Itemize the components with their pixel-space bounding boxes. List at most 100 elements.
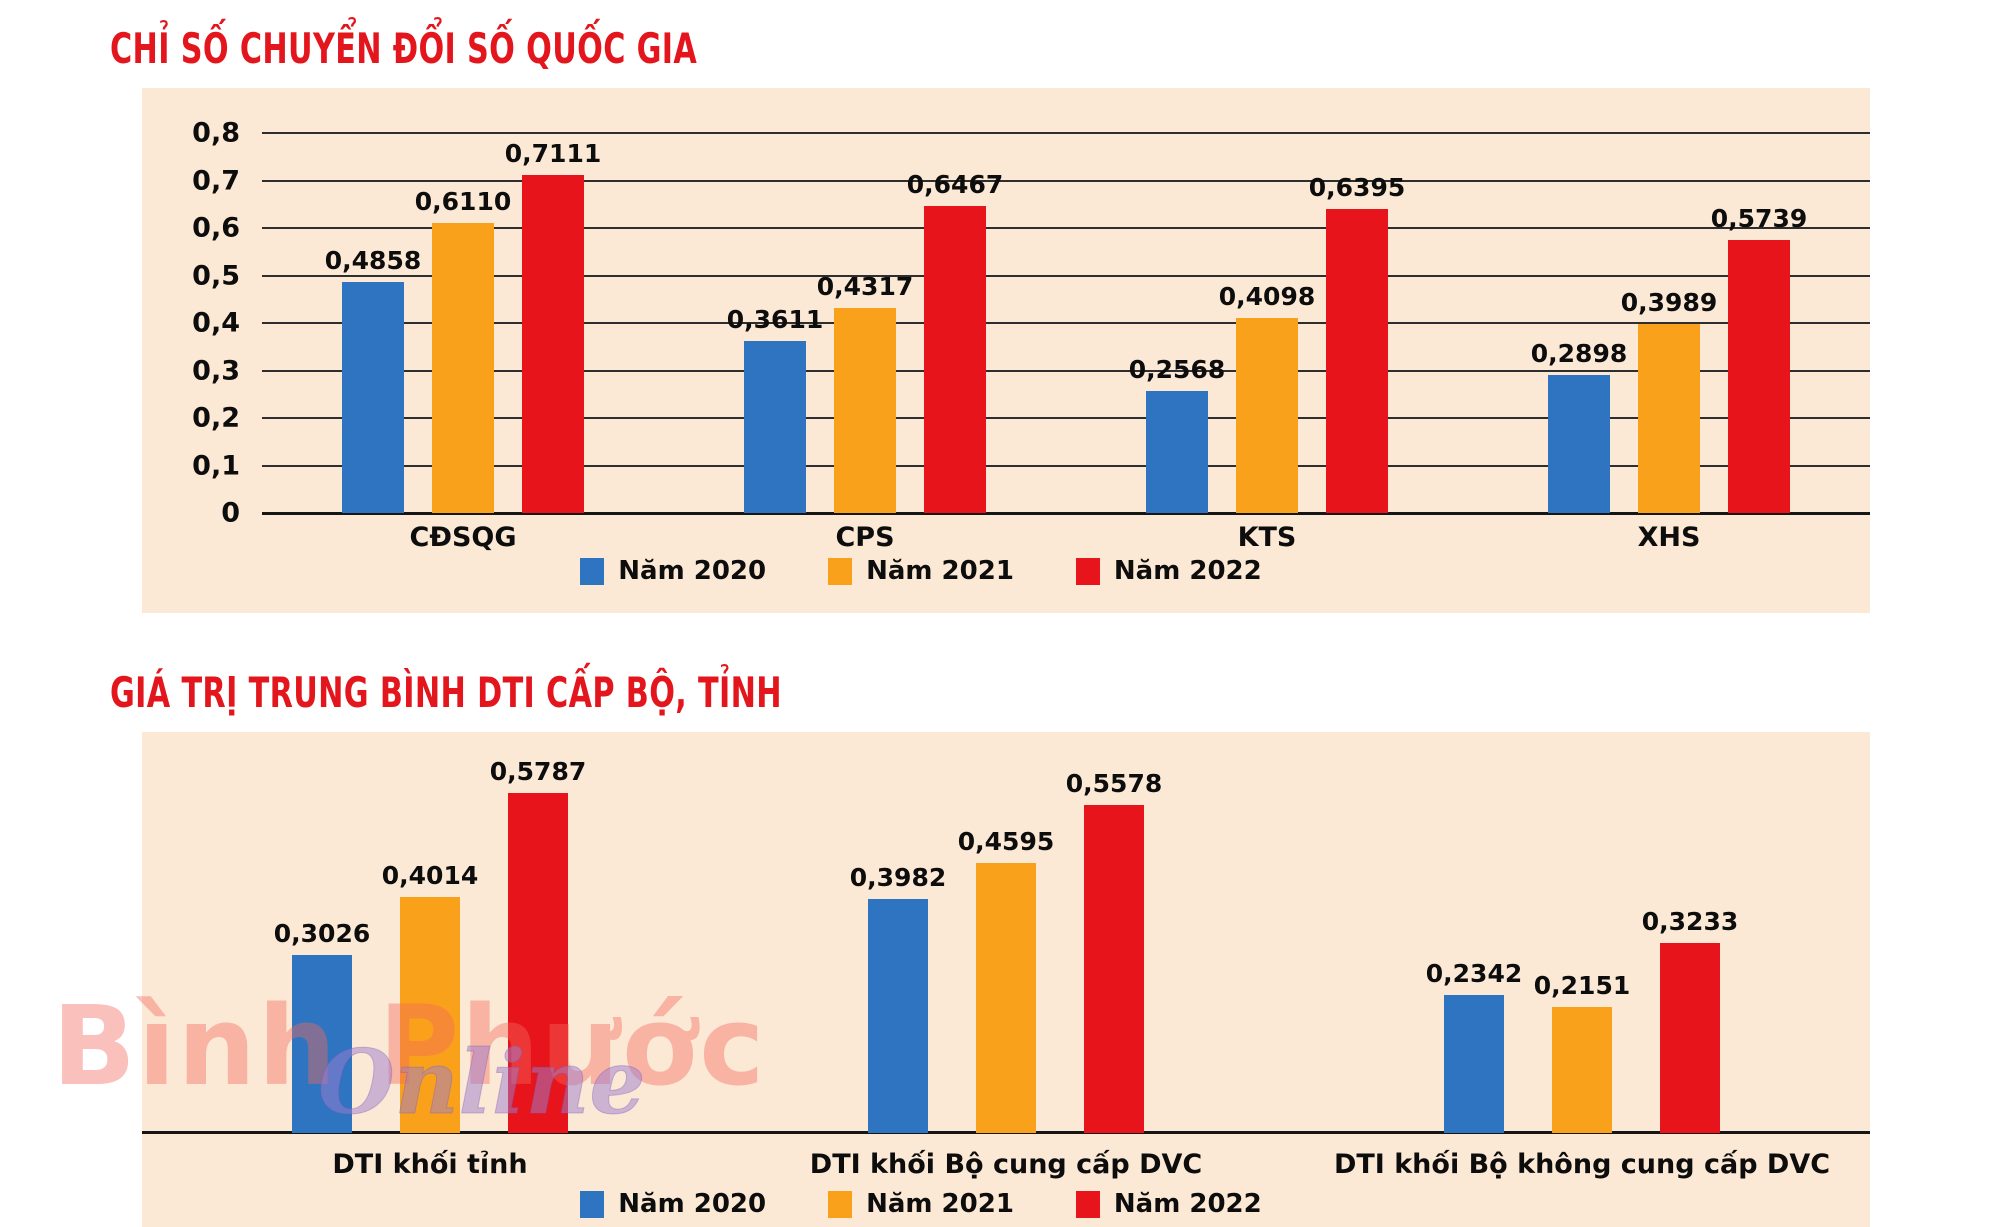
- bar-value-label: 0,4858: [324, 246, 422, 276]
- bar-CĐSQG-năm-2021: 0,6110: [415, 187, 511, 513]
- bar-value-label: 0,4317: [816, 271, 914, 301]
- x-axis-category-label: DTI khối Bộ không cung cấp DVC: [1333, 1149, 1831, 1180]
- gridline-0,2: [262, 417, 1870, 419]
- bar-value-label: 0,6110: [414, 186, 512, 216]
- bar-value-label: 0,3611: [726, 305, 824, 335]
- bar-value-label: 0,2151: [1533, 970, 1631, 1000]
- bar-group-CPS: 0,3611 0,4317 0,6467: [664, 133, 1066, 513]
- legend-item-năm-2020: Năm 2020: [580, 1189, 766, 1219]
- bar-value-label: 0,3982: [849, 862, 947, 892]
- legend-item-năm-2022: Năm 2022: [1075, 1189, 1262, 1219]
- gridline-0,4: [262, 322, 1870, 324]
- x-axis-category-label: CPS: [835, 522, 895, 553]
- gridline-0: [262, 512, 1870, 515]
- y-axis-tick-label: 0,3: [192, 355, 240, 386]
- legend-swatch-icon: [1075, 1190, 1100, 1218]
- legend-swatch-icon: [828, 1190, 853, 1218]
- bar-DTI khối Bộ không cung cấp DVC-năm-2020: 0,2342: [1426, 959, 1522, 1133]
- bar-CĐSQG-năm-2020: 0,4858: [325, 246, 421, 513]
- bar-group-DTI khối Bộ không cung cấp DVC: 0,2342 0,2151 0,3233: [1294, 732, 1870, 1133]
- bar-group-DTI khối Bộ cung cấp DVC: 0,3982 0,4595 0,5578: [718, 732, 1294, 1133]
- chart1-title: CHỈ SỐ CHUYỂN ĐỔI SỐ QUỐC GIA: [110, 24, 698, 73]
- legend-label: Năm 2021: [866, 1189, 1014, 1219]
- legend-item-năm-2021: Năm 2021: [828, 1189, 1014, 1219]
- legend-swatch-icon: [580, 1190, 605, 1218]
- bar-KTS-năm-2022: 0,6395: [1309, 173, 1405, 513]
- bar-DTI khối tỉnh-năm-2021: 0,4014: [382, 861, 478, 1133]
- bar-CĐSQG-năm-2022: 0,7111: [505, 139, 601, 513]
- bar-CPS-năm-2021: 0,4317: [817, 272, 913, 513]
- bar-value-label: 0,2898: [1530, 339, 1628, 369]
- bar-group-XHS: 0,2898 0,3989 0,5739: [1468, 133, 1870, 513]
- bar-value-label: 0,4014: [381, 861, 479, 890]
- gridline-0,3: [262, 369, 1870, 372]
- bar-value-label: 0,7111: [504, 139, 602, 169]
- y-axis-tick-label: 0,1: [192, 450, 240, 481]
- x-axis-category-label: KTS: [1237, 522, 1297, 553]
- bar-DTI khối Bộ không cung cấp DVC-năm-2022: 0,3233: [1642, 907, 1738, 1133]
- bar-XHS-năm-2021: 0,3989: [1621, 288, 1717, 513]
- bar-group-DTI khối tỉnh: 0,3026 0,4014 0,5787: [142, 732, 718, 1133]
- gridline-0,1: [262, 464, 1870, 467]
- y-axis-tick-label: 0: [221, 497, 240, 529]
- bar-value-label: 0,6467: [906, 169, 1004, 199]
- bar-DTI khối Bộ không cung cấp DVC-năm-2021: 0,2151: [1534, 971, 1630, 1133]
- bar-DTI khối Bộ cung cấp DVC-năm-2022: 0,5578: [1066, 769, 1162, 1133]
- legend-label: Năm 2020: [618, 1189, 767, 1219]
- legend-label: Năm 2021: [866, 556, 1014, 586]
- chart1-panel: 0,8 0,7 0,6 0,5 0,4 0,3 0,2 0,1 0 0,4858 0,6110 0,7…: [142, 88, 1870, 613]
- bar-group-KTS: 0,2568 0,4098 0,6395: [1066, 133, 1468, 513]
- bar-DTI khối Bộ cung cấp DVC-năm-2020: 0,3982: [850, 863, 946, 1133]
- legend-swatch-icon: [1075, 557, 1100, 585]
- chart2-legend: Năm 2020 Năm 2021 Năm 2022: [142, 1189, 1870, 1219]
- bar-value-label: 0,2342: [1425, 959, 1523, 989]
- gridline-0,5: [262, 274, 1870, 277]
- chart1-plot-area: 0,8 0,7 0,6 0,5 0,4 0,3 0,2 0,1 0 0,4858 0,6110 0,7…: [192, 118, 1870, 529]
- legend-item-năm-2020: Năm 2020: [580, 556, 766, 586]
- bar-CPS-năm-2020: 0,3611: [727, 305, 823, 513]
- gridline-0,6: [262, 227, 1870, 229]
- y-axis-tick-label: 0,4: [192, 307, 240, 339]
- bar-KTS-năm-2020: 0,2568: [1129, 355, 1225, 513]
- chart2-panel: 0,3026 0,4014 0,5787 0,3982 0,4595 0,5578 0,23…: [142, 732, 1870, 1227]
- bar-XHS-năm-2022: 0,5739: [1711, 204, 1807, 513]
- legend-item-năm-2021: Năm 2021: [828, 556, 1014, 586]
- bar-value-label: 0,5787: [489, 756, 587, 786]
- bar-DTI khối Bộ cung cấp DVC-năm-2021: 0,4595: [958, 827, 1054, 1133]
- bar-value-label: 0,4595: [957, 826, 1055, 856]
- legend-label: Năm 2022: [1113, 556, 1262, 586]
- bar-value-label: 0,3026: [273, 919, 371, 949]
- y-axis-tick-label: 0,7: [192, 165, 240, 196]
- bar-DTI khối tỉnh-năm-2022: 0,5787: [490, 757, 586, 1133]
- y-axis-tick-label: 0,2: [192, 402, 240, 434]
- bar-XHS-năm-2020: 0,2898: [1531, 339, 1627, 513]
- legend-swatch-icon: [828, 557, 853, 585]
- gridline-0,8: [262, 132, 1870, 134]
- bar-value-label: 0,5578: [1065, 769, 1163, 799]
- legend-label: Năm 2022: [1113, 1189, 1262, 1219]
- bar-CPS-năm-2022: 0,6467: [907, 170, 1003, 513]
- bar-KTS-năm-2021: 0,4098: [1219, 282, 1315, 513]
- bar-value-label: 0,2568: [1128, 355, 1226, 385]
- bar-value-label: 0,3989: [1620, 287, 1718, 317]
- legend-label: Năm 2020: [618, 556, 767, 586]
- x-axis-category-label: XHS: [1637, 522, 1701, 553]
- chart2-title: GIÁ TRỊ TRUNG BÌNH DTI CẤP BỘ, TỈNH: [110, 668, 782, 717]
- bar-value-label: 0,6395: [1308, 173, 1406, 203]
- bar-value-label: 0,4098: [1218, 282, 1316, 312]
- legend-swatch-icon: [580, 557, 605, 585]
- bar-value-label: 0,5739: [1710, 204, 1808, 234]
- x-axis-category-label: DTI khối Bộ cung cấp DVC: [809, 1149, 1203, 1180]
- x-axis-category-label: CĐSQG: [409, 522, 517, 553]
- x-axis-category-label: DTI khối tỉnh: [332, 1149, 528, 1180]
- bar-value-label: 0,3233: [1641, 906, 1739, 936]
- bar-group-CĐSQG: 0,4858 0,6110 0,7111: [262, 133, 664, 513]
- chart1-legend: Năm 2020 Năm 2021 Năm 2022: [142, 556, 1870, 586]
- bar-DTI khối tỉnh-năm-2020: 0,3026: [274, 919, 370, 1133]
- legend-item-năm-2022: Năm 2022: [1075, 556, 1262, 586]
- gridline-0,7: [262, 179, 1870, 182]
- y-axis-tick-label: 0,5: [192, 260, 240, 291]
- y-axis-tick-label: 0,8: [192, 117, 240, 149]
- y-axis-tick-label: 0,6: [192, 212, 240, 244]
